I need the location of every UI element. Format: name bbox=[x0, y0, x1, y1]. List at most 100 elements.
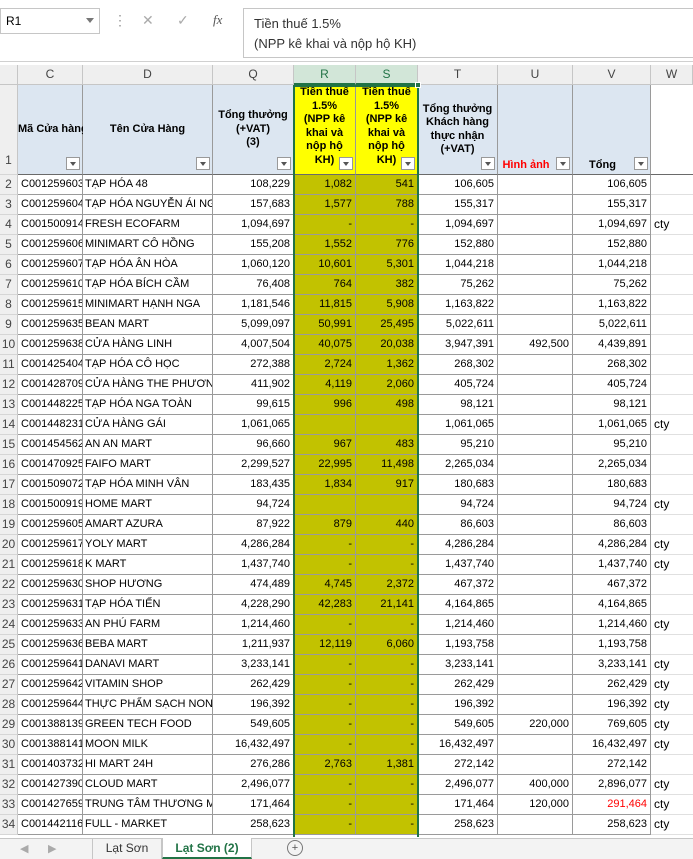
cell[interactable]: C001500919 bbox=[18, 495, 83, 515]
cell[interactable]: 4,439,891 bbox=[573, 335, 651, 355]
cell[interactable]: 108,229 bbox=[213, 175, 294, 195]
cell[interactable]: 2,265,034 bbox=[418, 455, 498, 475]
row-number[interactable]: 16 bbox=[0, 455, 18, 475]
row-number[interactable]: 13 bbox=[0, 395, 18, 415]
cell[interactable]: 196,392 bbox=[573, 695, 651, 715]
cell[interactable]: C001259607 bbox=[18, 255, 83, 275]
cell[interactable] bbox=[651, 595, 693, 615]
cell[interactable]: 268,302 bbox=[418, 355, 498, 375]
cell[interactable]: 4,007,504 bbox=[213, 335, 294, 355]
cell[interactable]: 1,044,218 bbox=[573, 255, 651, 275]
cell[interactable]: C001470925 bbox=[18, 455, 83, 475]
cell[interactable] bbox=[651, 355, 693, 375]
cell[interactable]: 75,262 bbox=[573, 275, 651, 295]
cell[interactable]: 120,000 bbox=[498, 795, 573, 815]
filter-button[interactable] bbox=[277, 157, 291, 170]
cell[interactable]: 1,094,697 bbox=[213, 215, 294, 235]
cell[interactable] bbox=[498, 595, 573, 615]
row-number[interactable]: 24 bbox=[0, 615, 18, 635]
cell[interactable]: 467,372 bbox=[418, 575, 498, 595]
column-header[interactable]: U bbox=[498, 65, 573, 85]
row-number[interactable]: 9 bbox=[0, 315, 18, 335]
cell[interactable]: MINIMART HẠNH NGA bbox=[83, 295, 213, 315]
cell[interactable]: TẠP HÓA ÂN HÒA bbox=[83, 255, 213, 275]
cell[interactable]: BEBA MART bbox=[83, 635, 213, 655]
cell[interactable]: YOLY MART bbox=[83, 535, 213, 555]
cell[interactable] bbox=[498, 655, 573, 675]
cell[interactable]: 2,724 bbox=[294, 355, 356, 375]
cell[interactable] bbox=[498, 455, 573, 475]
cell[interactable]: 25,495 bbox=[356, 315, 418, 335]
cell[interactable]: - bbox=[294, 675, 356, 695]
cell[interactable]: C001448225 bbox=[18, 395, 83, 415]
cell[interactable]: 40,075 bbox=[294, 335, 356, 355]
row-number[interactable]: 14 bbox=[0, 415, 18, 435]
cell[interactable]: 276,286 bbox=[213, 755, 294, 775]
row-number[interactable]: 19 bbox=[0, 515, 18, 535]
cell[interactable]: 1,834 bbox=[294, 475, 356, 495]
cell[interactable]: 492,500 bbox=[498, 335, 573, 355]
cell[interactable]: MINIMART CÔ HỒNG bbox=[83, 235, 213, 255]
cell[interactable]: cty bbox=[651, 815, 693, 835]
cell[interactable]: 180,683 bbox=[573, 475, 651, 495]
cell[interactable]: C001259636 bbox=[18, 635, 83, 655]
filter-button[interactable] bbox=[634, 157, 648, 170]
filter-button[interactable] bbox=[481, 157, 495, 170]
cell[interactable]: GREEN TECH FOOD bbox=[83, 715, 213, 735]
cell[interactable]: cty bbox=[651, 535, 693, 555]
cell[interactable]: 549,605 bbox=[213, 715, 294, 735]
cell[interactable]: CLOUD MART bbox=[83, 775, 213, 795]
cell[interactable]: 1,082 bbox=[294, 175, 356, 195]
row-number[interactable]: 20 bbox=[0, 535, 18, 555]
cell[interactable]: 1,552 bbox=[294, 235, 356, 255]
cell[interactable]: SHOP HƯƠNG bbox=[83, 575, 213, 595]
cell[interactable]: 95,210 bbox=[573, 435, 651, 455]
sheet-tab[interactable]: Lạt Sơn (2) bbox=[162, 838, 252, 859]
cell[interactable]: C001428709 bbox=[18, 375, 83, 395]
cell[interactable]: C001259606 bbox=[18, 235, 83, 255]
cell[interactable]: 917 bbox=[356, 475, 418, 495]
cell[interactable]: 86,603 bbox=[573, 515, 651, 535]
add-sheet[interactable]: + bbox=[287, 840, 303, 856]
cell[interactable]: C001259610 bbox=[18, 275, 83, 295]
cell[interactable]: 1,163,822 bbox=[573, 295, 651, 315]
cell[interactable]: 196,392 bbox=[418, 695, 498, 715]
cell[interactable]: VITAMIN SHOP bbox=[83, 675, 213, 695]
cell[interactable]: BEAN MART bbox=[83, 315, 213, 335]
cell[interactable]: C001259615 bbox=[18, 295, 83, 315]
cell[interactable]: 1,061,065 bbox=[573, 415, 651, 435]
cell[interactable]: 1,214,460 bbox=[573, 615, 651, 635]
row-number[interactable]: 17 bbox=[0, 475, 18, 495]
cell[interactable]: 2,496,077 bbox=[418, 775, 498, 795]
cell[interactable]: 1,193,758 bbox=[418, 635, 498, 655]
cell[interactable] bbox=[498, 375, 573, 395]
cell[interactable] bbox=[498, 675, 573, 695]
cell[interactable]: 4,119 bbox=[294, 375, 356, 395]
cell[interactable]: C001403732 bbox=[18, 755, 83, 775]
cell[interactable] bbox=[498, 395, 573, 415]
cell[interactable]: 95,210 bbox=[418, 435, 498, 455]
cell[interactable] bbox=[651, 235, 693, 255]
cell[interactable]: 98,121 bbox=[418, 395, 498, 415]
cell[interactable]: C001388141 bbox=[18, 735, 83, 755]
cell[interactable]: C001259603 bbox=[18, 175, 83, 195]
row-number[interactable]: 33 bbox=[0, 795, 18, 815]
cell[interactable] bbox=[498, 315, 573, 335]
tab-nav-next[interactable]: ▶ bbox=[48, 843, 57, 855]
cell[interactable]: 6,060 bbox=[356, 635, 418, 655]
cell[interactable]: K MART bbox=[83, 555, 213, 575]
cell[interactable]: - bbox=[294, 535, 356, 555]
cell[interactable]: 1,437,740 bbox=[213, 555, 294, 575]
row-number[interactable]: 28 bbox=[0, 695, 18, 715]
cell[interactable]: 764 bbox=[294, 275, 356, 295]
cell[interactable]: 291,464 bbox=[573, 795, 651, 815]
row-number[interactable]: 34 bbox=[0, 815, 18, 835]
column-header[interactable]: C bbox=[18, 65, 83, 85]
cell[interactable]: cty bbox=[651, 415, 693, 435]
cell[interactable]: TẠP HÓA TIẾN bbox=[83, 595, 213, 615]
cell[interactable]: 1,437,740 bbox=[418, 555, 498, 575]
cell[interactable]: 1,381 bbox=[356, 755, 418, 775]
cell[interactable]: - bbox=[294, 695, 356, 715]
cell[interactable]: 21,141 bbox=[356, 595, 418, 615]
cell[interactable] bbox=[498, 475, 573, 495]
